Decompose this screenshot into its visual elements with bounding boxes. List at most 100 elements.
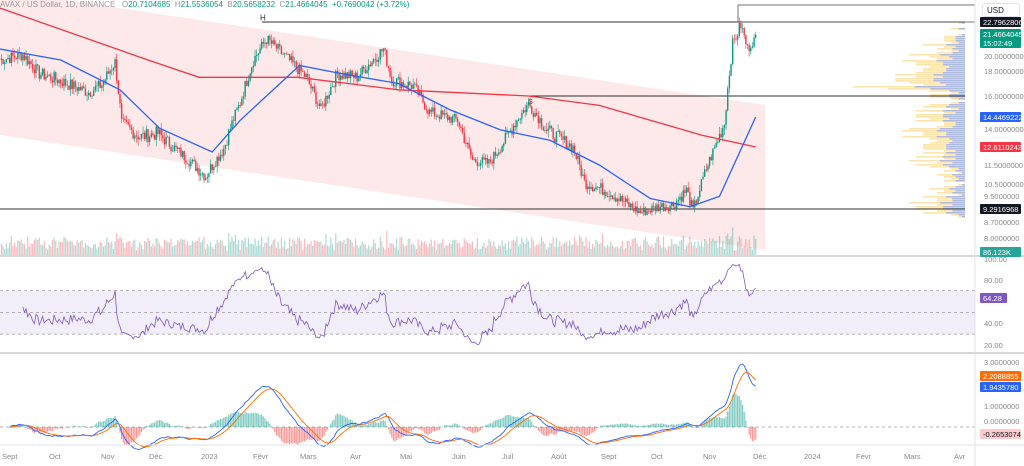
macd-pane[interactable] <box>0 363 975 450</box>
volume-bar <box>565 241 567 255</box>
candle-body <box>372 59 375 63</box>
price-pane[interactable]: HS <box>0 0 976 255</box>
volume-bar <box>117 238 119 255</box>
volume-bar <box>28 246 31 255</box>
volume-bar <box>351 242 353 255</box>
macd-histogram-bar <box>667 425 670 427</box>
volume-bar <box>178 241 180 255</box>
candle-body <box>364 68 367 74</box>
candle-body <box>15 57 17 59</box>
volume-bar <box>206 243 208 255</box>
macd-histogram-bar <box>664 424 666 427</box>
candle-body <box>460 126 462 128</box>
volume-bar <box>746 247 749 255</box>
candle-body <box>654 206 656 212</box>
candle-body <box>555 131 558 143</box>
volume-profile-bar <box>944 170 965 172</box>
candle-body <box>36 64 39 66</box>
candle-body <box>376 59 378 62</box>
macd-histogram-bar <box>621 423 623 427</box>
macd-histogram-bar <box>545 427 548 436</box>
macd-histogram-bar <box>554 427 556 436</box>
macd-histogram-bar <box>140 427 143 433</box>
candle-body <box>0 58 3 61</box>
candle-body <box>239 105 241 106</box>
macd-histogram-bar <box>527 417 530 427</box>
volume-bar <box>519 244 521 255</box>
volume-profile-bar <box>942 156 965 158</box>
time-tick: Sept <box>601 452 617 461</box>
candle-body <box>671 202 673 206</box>
volume-bar <box>631 239 633 255</box>
candle-body <box>277 44 279 49</box>
candle-body <box>213 167 215 171</box>
volume-bar <box>440 242 442 255</box>
time-tick: Oct <box>49 452 62 461</box>
volume-bar <box>745 239 747 255</box>
volume-bar <box>287 247 289 255</box>
candle-body <box>727 88 729 111</box>
volume-bar <box>750 246 752 255</box>
volume-bar <box>419 245 421 255</box>
macd-histogram-bar <box>519 417 521 427</box>
macd-histogram-bar <box>335 415 337 427</box>
volume-bar <box>361 241 363 255</box>
candle-body <box>195 161 197 172</box>
candle-body <box>746 44 749 46</box>
volume-profile-bar <box>944 36 965 38</box>
macd-histogram-bar <box>697 427 699 428</box>
volume-profile-bar <box>955 158 965 160</box>
volume-bar <box>130 246 133 255</box>
macd-histogram-bar <box>205 427 207 428</box>
candle-body <box>244 81 246 97</box>
time-tick: 2024 <box>804 452 821 461</box>
volume-bar <box>470 243 472 255</box>
candle-body <box>45 76 47 80</box>
candle-body <box>181 151 184 157</box>
time-tick: Juin <box>452 452 466 461</box>
volume-profile-bar <box>944 154 965 156</box>
candle-body <box>242 96 245 99</box>
macd-histogram-bar <box>718 417 721 427</box>
volume-bar <box>641 250 643 255</box>
volume-bar <box>231 236 233 255</box>
candle-body <box>60 79 62 84</box>
macd-histogram-bar <box>125 427 128 445</box>
candle-body <box>335 70 337 87</box>
macd-histogram-bar <box>188 427 190 430</box>
candle-body <box>507 132 510 133</box>
candle-body <box>573 145 576 154</box>
candle-body <box>549 125 551 129</box>
volume-bar <box>37 239 39 255</box>
candle-body <box>544 129 546 131</box>
candle-body <box>713 147 716 149</box>
volume-profile-bar <box>958 108 965 110</box>
currency-button[interactable]: USD <box>982 3 1020 17</box>
macd-histogram-bar <box>165 422 167 427</box>
volume-bar <box>656 237 658 255</box>
candle-body <box>720 133 722 138</box>
volume-bar <box>541 236 543 255</box>
volume-bar <box>414 245 416 255</box>
price-label-last-price <box>980 29 1021 48</box>
volume-bar <box>733 250 735 255</box>
candle-body <box>132 129 134 139</box>
candle-body <box>280 46 283 54</box>
volume-bar <box>56 248 59 255</box>
macd-histogram-bar <box>685 422 688 427</box>
volume-bar <box>216 239 218 255</box>
candle-body <box>260 41 263 49</box>
macd-histogram-bar <box>94 424 96 427</box>
volume-bar <box>592 243 594 255</box>
macd-histogram-bar <box>595 427 597 430</box>
candle-body <box>468 142 470 149</box>
macd-histogram-bar <box>737 395 739 427</box>
candle-body <box>53 72 55 83</box>
volume-profile-bar <box>923 146 965 148</box>
candle-body <box>583 174 586 180</box>
rsi-pane[interactable] <box>0 263 975 346</box>
volume-bar <box>743 245 745 255</box>
volume-bar <box>755 239 757 255</box>
volume-bar <box>145 241 147 255</box>
